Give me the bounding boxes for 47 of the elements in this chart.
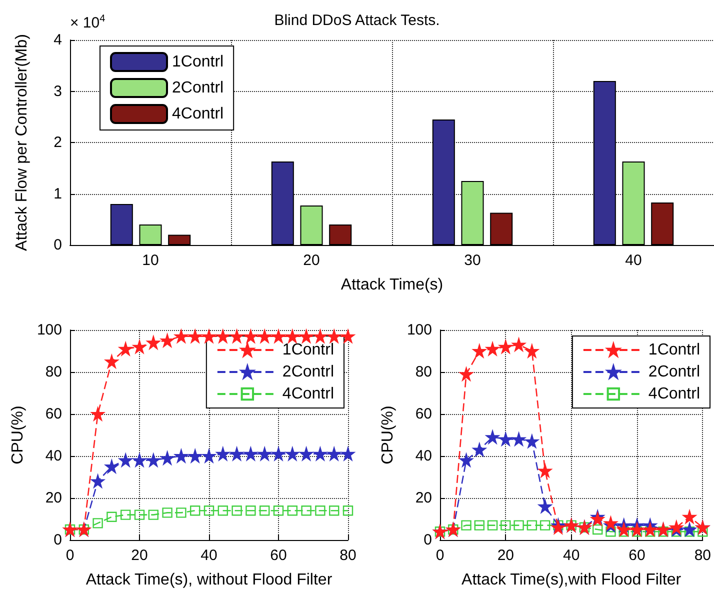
- y-tick-label: 100: [406, 322, 432, 338]
- legend-label: 1Contrl: [282, 342, 334, 358]
- legend-label: 4Contrl: [282, 386, 334, 402]
- legend-label: 2Contrl: [172, 80, 224, 96]
- x-tick-label: 80: [340, 547, 356, 564]
- x-tick-label: 60: [270, 547, 287, 564]
- y-tick-label: 80: [415, 364, 432, 380]
- y-tick-label: 100: [36, 322, 62, 338]
- x-tick-label: 0: [66, 547, 74, 564]
- legend-label: 1Contrl: [172, 54, 224, 70]
- y-tick-label: 2: [54, 134, 62, 151]
- x-tick-label: 80: [694, 547, 711, 564]
- y-axis-title: Attack Flow per Controller(Mb): [14, 34, 30, 251]
- legend-label: 2Contrl: [282, 364, 334, 380]
- x-axis-title: Attack Time(s), without Flood Filter: [86, 572, 333, 588]
- y-tick-label: 60: [415, 406, 432, 422]
- x-tick-label: 0: [436, 547, 444, 564]
- x-tick-label: 30: [464, 252, 481, 269]
- x-tick-label: 60: [628, 547, 646, 564]
- chart-title: Blind DDoS Attack Tests.: [274, 12, 440, 29]
- y-axis-title: CPU(%): [10, 406, 27, 464]
- x-tick-label: 20: [303, 252, 320, 269]
- legend-label: 4Contrl: [648, 386, 700, 402]
- y-tick-label: 3: [54, 82, 62, 100]
- y-tick-label: 0: [54, 532, 62, 548]
- y-tick-label: 20: [45, 490, 62, 506]
- y-tick-label: 20: [415, 490, 432, 506]
- legend-label: 1Contrl: [648, 342, 700, 358]
- legend-label: 4Contrl: [172, 106, 224, 122]
- x-tick-label: 40: [200, 547, 218, 564]
- legend-label: 2Contrl: [648, 364, 700, 380]
- x-tick-label: 40: [625, 252, 642, 269]
- y-tick-label: 1: [54, 185, 62, 202]
- x-axis-title: Attack Time(s),with Flood Filter: [462, 572, 682, 588]
- x-axis-title: Attack Time(s): [340, 276, 444, 294]
- x-tick-label: 20: [497, 547, 514, 564]
- y-tick-label: 4: [54, 32, 62, 48]
- y-tick-label: 0: [424, 532, 432, 548]
- y-tick-label: 60: [45, 406, 62, 422]
- y-tick-label: 80: [45, 364, 62, 380]
- x-tick-label: 10: [142, 252, 159, 269]
- y-tick-label: 0: [54, 236, 62, 254]
- y-tick-label: 40: [415, 448, 432, 464]
- y-tick-label: 40: [45, 448, 62, 464]
- x-tick-label: 20: [131, 547, 148, 564]
- y-axis-title: CPU(%): [380, 406, 397, 464]
- x-tick-label: 40: [562, 547, 580, 564]
